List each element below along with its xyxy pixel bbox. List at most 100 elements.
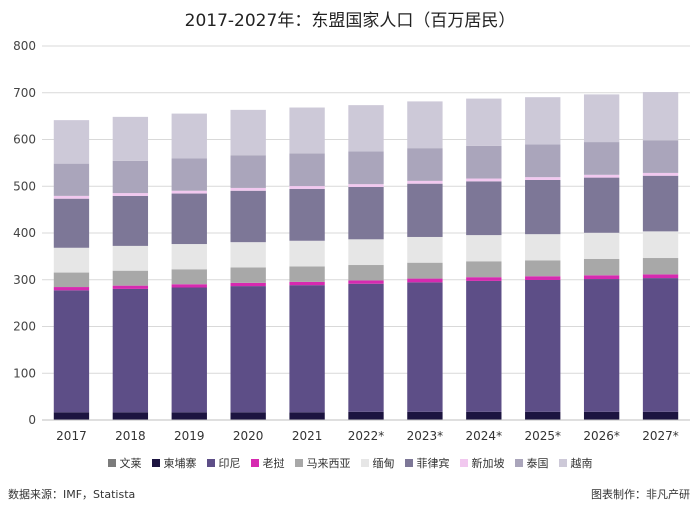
bar-segment-6 (583, 177, 620, 233)
bar-segment-2 (53, 290, 90, 413)
y-tick-label: 200 (13, 320, 36, 334)
bar-segment-2 (230, 286, 266, 413)
bar-segment-2 (525, 279, 561, 412)
bar-segment-7 (525, 177, 561, 180)
bar-segment-1 (171, 412, 207, 420)
y-tick-label: 400 (13, 226, 36, 240)
bar-segment-5 (348, 239, 384, 266)
y-tick-label: 100 (13, 366, 36, 380)
bar-segment-4 (53, 272, 90, 288)
bar-segment-6 (642, 175, 679, 232)
bar-segment-3 (171, 284, 207, 288)
bar-segment-4 (525, 260, 561, 277)
bar-segment-1 (583, 411, 620, 420)
x-tick-label: 2021 (292, 429, 323, 443)
legend-label: 菲律宾 (416, 457, 450, 470)
bar-segment-7 (348, 184, 384, 187)
x-tick-label: 2019 (174, 429, 205, 443)
legend-item: 缅甸 (360, 455, 395, 471)
y-tick-label: 700 (13, 86, 36, 100)
legend-swatch (294, 459, 303, 467)
bar-segment-1 (348, 411, 384, 420)
bar-segment-4 (466, 261, 502, 278)
bar-segment-5 (230, 242, 266, 268)
bar-segment-6 (407, 183, 443, 237)
x-tick-label: 2026* (583, 429, 620, 443)
legend-item: 新加坡 (459, 455, 505, 471)
bar-segment-2 (289, 285, 325, 413)
legend-label: 马来西亚 (306, 457, 351, 470)
bar-segment-5 (53, 247, 90, 273)
bar-segment-2 (171, 287, 207, 413)
x-tick-label: 2020 (233, 429, 264, 443)
bar-segment-5 (112, 245, 149, 271)
bar-segment-3 (53, 287, 90, 291)
bar-segment-6 (289, 188, 325, 241)
bar-segment-9 (642, 92, 679, 141)
bar-segment-7 (583, 174, 620, 178)
bar-segment-2 (642, 278, 679, 412)
bar-segment-8 (53, 163, 90, 196)
bar-segment-9 (171, 113, 207, 159)
legend-item: 柬埔寨 (151, 455, 197, 471)
legend-swatch (360, 459, 369, 467)
bar-segment-7 (407, 180, 443, 184)
bar-segment-6 (348, 186, 384, 240)
chart-legend: 文莱 柬埔寨 印尼 老挝 马来西亚 缅甸 菲律宾 新加坡 泰国 越南 (0, 455, 700, 471)
bar-segment-3 (348, 280, 384, 284)
bar-segment-6 (171, 193, 207, 245)
bar-segment-3 (230, 282, 266, 287)
bar-segment-2 (112, 288, 149, 413)
legend-swatch (514, 459, 523, 467)
bar-segment-9 (112, 116, 149, 161)
legend-swatch (250, 459, 259, 467)
legend-item: 文莱 (107, 455, 142, 471)
bar-segment-3 (583, 275, 620, 280)
bar-segment-7 (230, 187, 266, 191)
bar-segment-4 (407, 262, 443, 279)
bar-segment-2 (466, 280, 502, 412)
legend-item: 马来西亚 (294, 455, 351, 471)
bar-segment-8 (407, 148, 443, 181)
bar-segment-8 (289, 153, 325, 187)
bar-segment-6 (466, 181, 502, 236)
legend-label: 泰国 (526, 457, 549, 470)
legend-swatch (206, 459, 215, 467)
bar-segment-8 (642, 140, 679, 173)
y-tick-label: 0 (28, 413, 36, 427)
legend-label: 新加坡 (471, 457, 505, 470)
bar-segment-8 (230, 155, 266, 188)
bar-segment-1 (642, 411, 679, 420)
bar-segment-4 (230, 267, 266, 283)
legend-swatch (107, 459, 116, 467)
bar-segment-7 (642, 172, 679, 176)
chart-credit: 图表制作：非凡产研 (591, 488, 690, 501)
bar-segment-6 (230, 190, 266, 243)
bar-segment-3 (642, 274, 679, 279)
legend-item: 老挝 (250, 455, 285, 471)
legend-item: 印尼 (206, 455, 241, 471)
bar-segment-4 (348, 265, 384, 281)
bar-segment-9 (525, 97, 561, 145)
legend-swatch (558, 459, 567, 467)
x-tick-label: 2024* (466, 429, 503, 443)
bar-segment-8 (466, 145, 502, 179)
bar-segment-1 (466, 411, 502, 420)
legend-swatch (151, 459, 160, 467)
bar-segment-7 (112, 193, 149, 196)
bar-segment-9 (466, 98, 502, 146)
bar-segment-9 (53, 120, 90, 164)
bar-segment-2 (407, 282, 443, 412)
legend-item: 越南 (558, 455, 593, 471)
bar-segment-6 (112, 195, 149, 246)
bar-segment-4 (112, 270, 149, 286)
bar-segment-3 (289, 281, 325, 286)
data-source-note: 数据来源：IMF，Statista (8, 488, 136, 501)
bar-segment-1 (289, 412, 325, 420)
x-tick-label: 2023* (407, 429, 444, 443)
bar-segment-2 (583, 279, 620, 412)
x-tick-label: 2022* (348, 429, 385, 443)
legend-label: 文莱 (119, 457, 142, 470)
x-tick-label: 2025* (524, 429, 561, 443)
